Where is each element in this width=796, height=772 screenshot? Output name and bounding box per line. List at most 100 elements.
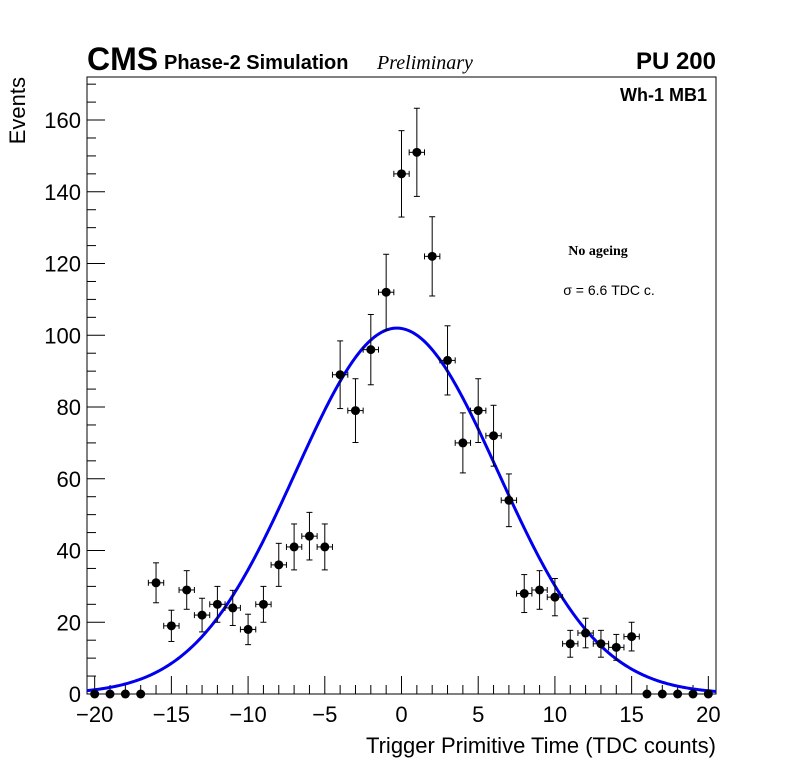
data-marker (212, 599, 222, 609)
y-tick-label: 140 (44, 180, 81, 205)
x-tick-label: 15 (619, 702, 643, 727)
data-point (592, 629, 610, 658)
data-point (673, 689, 683, 699)
data-point (657, 689, 667, 699)
data-marker (350, 406, 360, 416)
data-point (163, 609, 180, 642)
data-marker (596, 639, 606, 649)
data-point (147, 562, 165, 604)
data-marker (320, 542, 330, 552)
cms-label: CMS (87, 41, 158, 77)
data-point (209, 585, 226, 623)
data-marker (166, 621, 176, 631)
data-point (485, 404, 502, 467)
data-marker (289, 542, 299, 552)
y-tick-label: 120 (44, 252, 81, 277)
data-point (178, 570, 195, 610)
data-point (454, 412, 472, 474)
data-point (546, 578, 564, 617)
data-marker (335, 370, 345, 380)
chamber-label: Wh-1 MB1 (620, 85, 707, 105)
fit-curve-group (86, 326, 717, 693)
data-marker (381, 287, 391, 297)
data-point (562, 629, 579, 658)
data-marker (427, 251, 437, 261)
data-marker (120, 689, 130, 699)
data-point (255, 585, 272, 623)
pileup-label: PU 200 (636, 48, 716, 75)
y-tick-label: 80 (57, 395, 81, 420)
x-tick-label: −20 (76, 702, 113, 727)
data-point (136, 689, 146, 699)
data-point (239, 613, 257, 646)
data-point (531, 570, 548, 610)
data-marker (136, 689, 146, 699)
data-marker (228, 603, 238, 613)
data-marker (366, 345, 376, 355)
data-point (577, 617, 594, 649)
data-point (393, 130, 410, 218)
data-marker (397, 169, 406, 179)
data-marker (519, 589, 529, 599)
ageing-annotation: No ageing (568, 244, 628, 259)
data-marker (550, 592, 560, 602)
data-marker (458, 438, 468, 448)
data-point (105, 689, 115, 699)
data-point (90, 689, 100, 699)
data-point (623, 621, 640, 652)
y-axis-label: Events (5, 77, 30, 144)
data-marker (504, 495, 514, 505)
phase2-label: Phase-2 Simulation (164, 52, 349, 74)
data-point (301, 511, 318, 561)
data-marker (304, 531, 314, 541)
data-point (224, 589, 241, 626)
data-marker (473, 406, 483, 416)
data-points-group (90, 107, 713, 699)
y-tick-label: 60 (57, 467, 81, 492)
data-marker (243, 624, 253, 634)
data-point (439, 325, 456, 396)
data-point (362, 313, 379, 386)
data-marker (657, 689, 667, 699)
data-point (642, 689, 652, 699)
data-marker (105, 689, 115, 699)
data-point (316, 523, 333, 571)
x-tick-label: −5 (312, 702, 337, 727)
x-tick-label: 5 (472, 702, 484, 727)
data-point (408, 107, 426, 197)
data-marker (90, 689, 100, 699)
y-tick-label: 20 (57, 610, 81, 635)
data-marker (703, 689, 713, 699)
data-marker (258, 599, 268, 609)
data-point (347, 378, 364, 443)
data-marker (642, 689, 652, 699)
data-marker (581, 628, 591, 638)
data-point (193, 597, 211, 633)
data-point (703, 689, 713, 699)
data-point (270, 542, 287, 587)
y-tick-label: 100 (44, 323, 81, 348)
data-marker (627, 632, 637, 642)
data-point (516, 574, 533, 614)
y-tick-label: 40 (57, 539, 81, 564)
data-point (500, 473, 518, 528)
data-point (608, 633, 625, 661)
data-marker (611, 642, 621, 652)
preliminary-label: Preliminary (376, 52, 473, 74)
sigma-annotation: σ = 6.6 TDC c. (563, 282, 655, 298)
data-point (377, 253, 395, 331)
data-point (424, 216, 441, 297)
data-marker (412, 147, 422, 157)
x-tick-label: −10 (229, 702, 266, 727)
data-marker (182, 585, 192, 595)
data-marker (688, 689, 698, 699)
y-tick-label: 160 (44, 108, 81, 133)
data-point (470, 378, 487, 443)
x-axis-label: Trigger Primitive Time (TDC counts) (366, 733, 716, 758)
y-tick-label: 0 (69, 682, 81, 707)
data-point (285, 523, 303, 571)
data-marker (565, 639, 575, 649)
data-marker (274, 560, 284, 570)
data-point (688, 689, 698, 699)
